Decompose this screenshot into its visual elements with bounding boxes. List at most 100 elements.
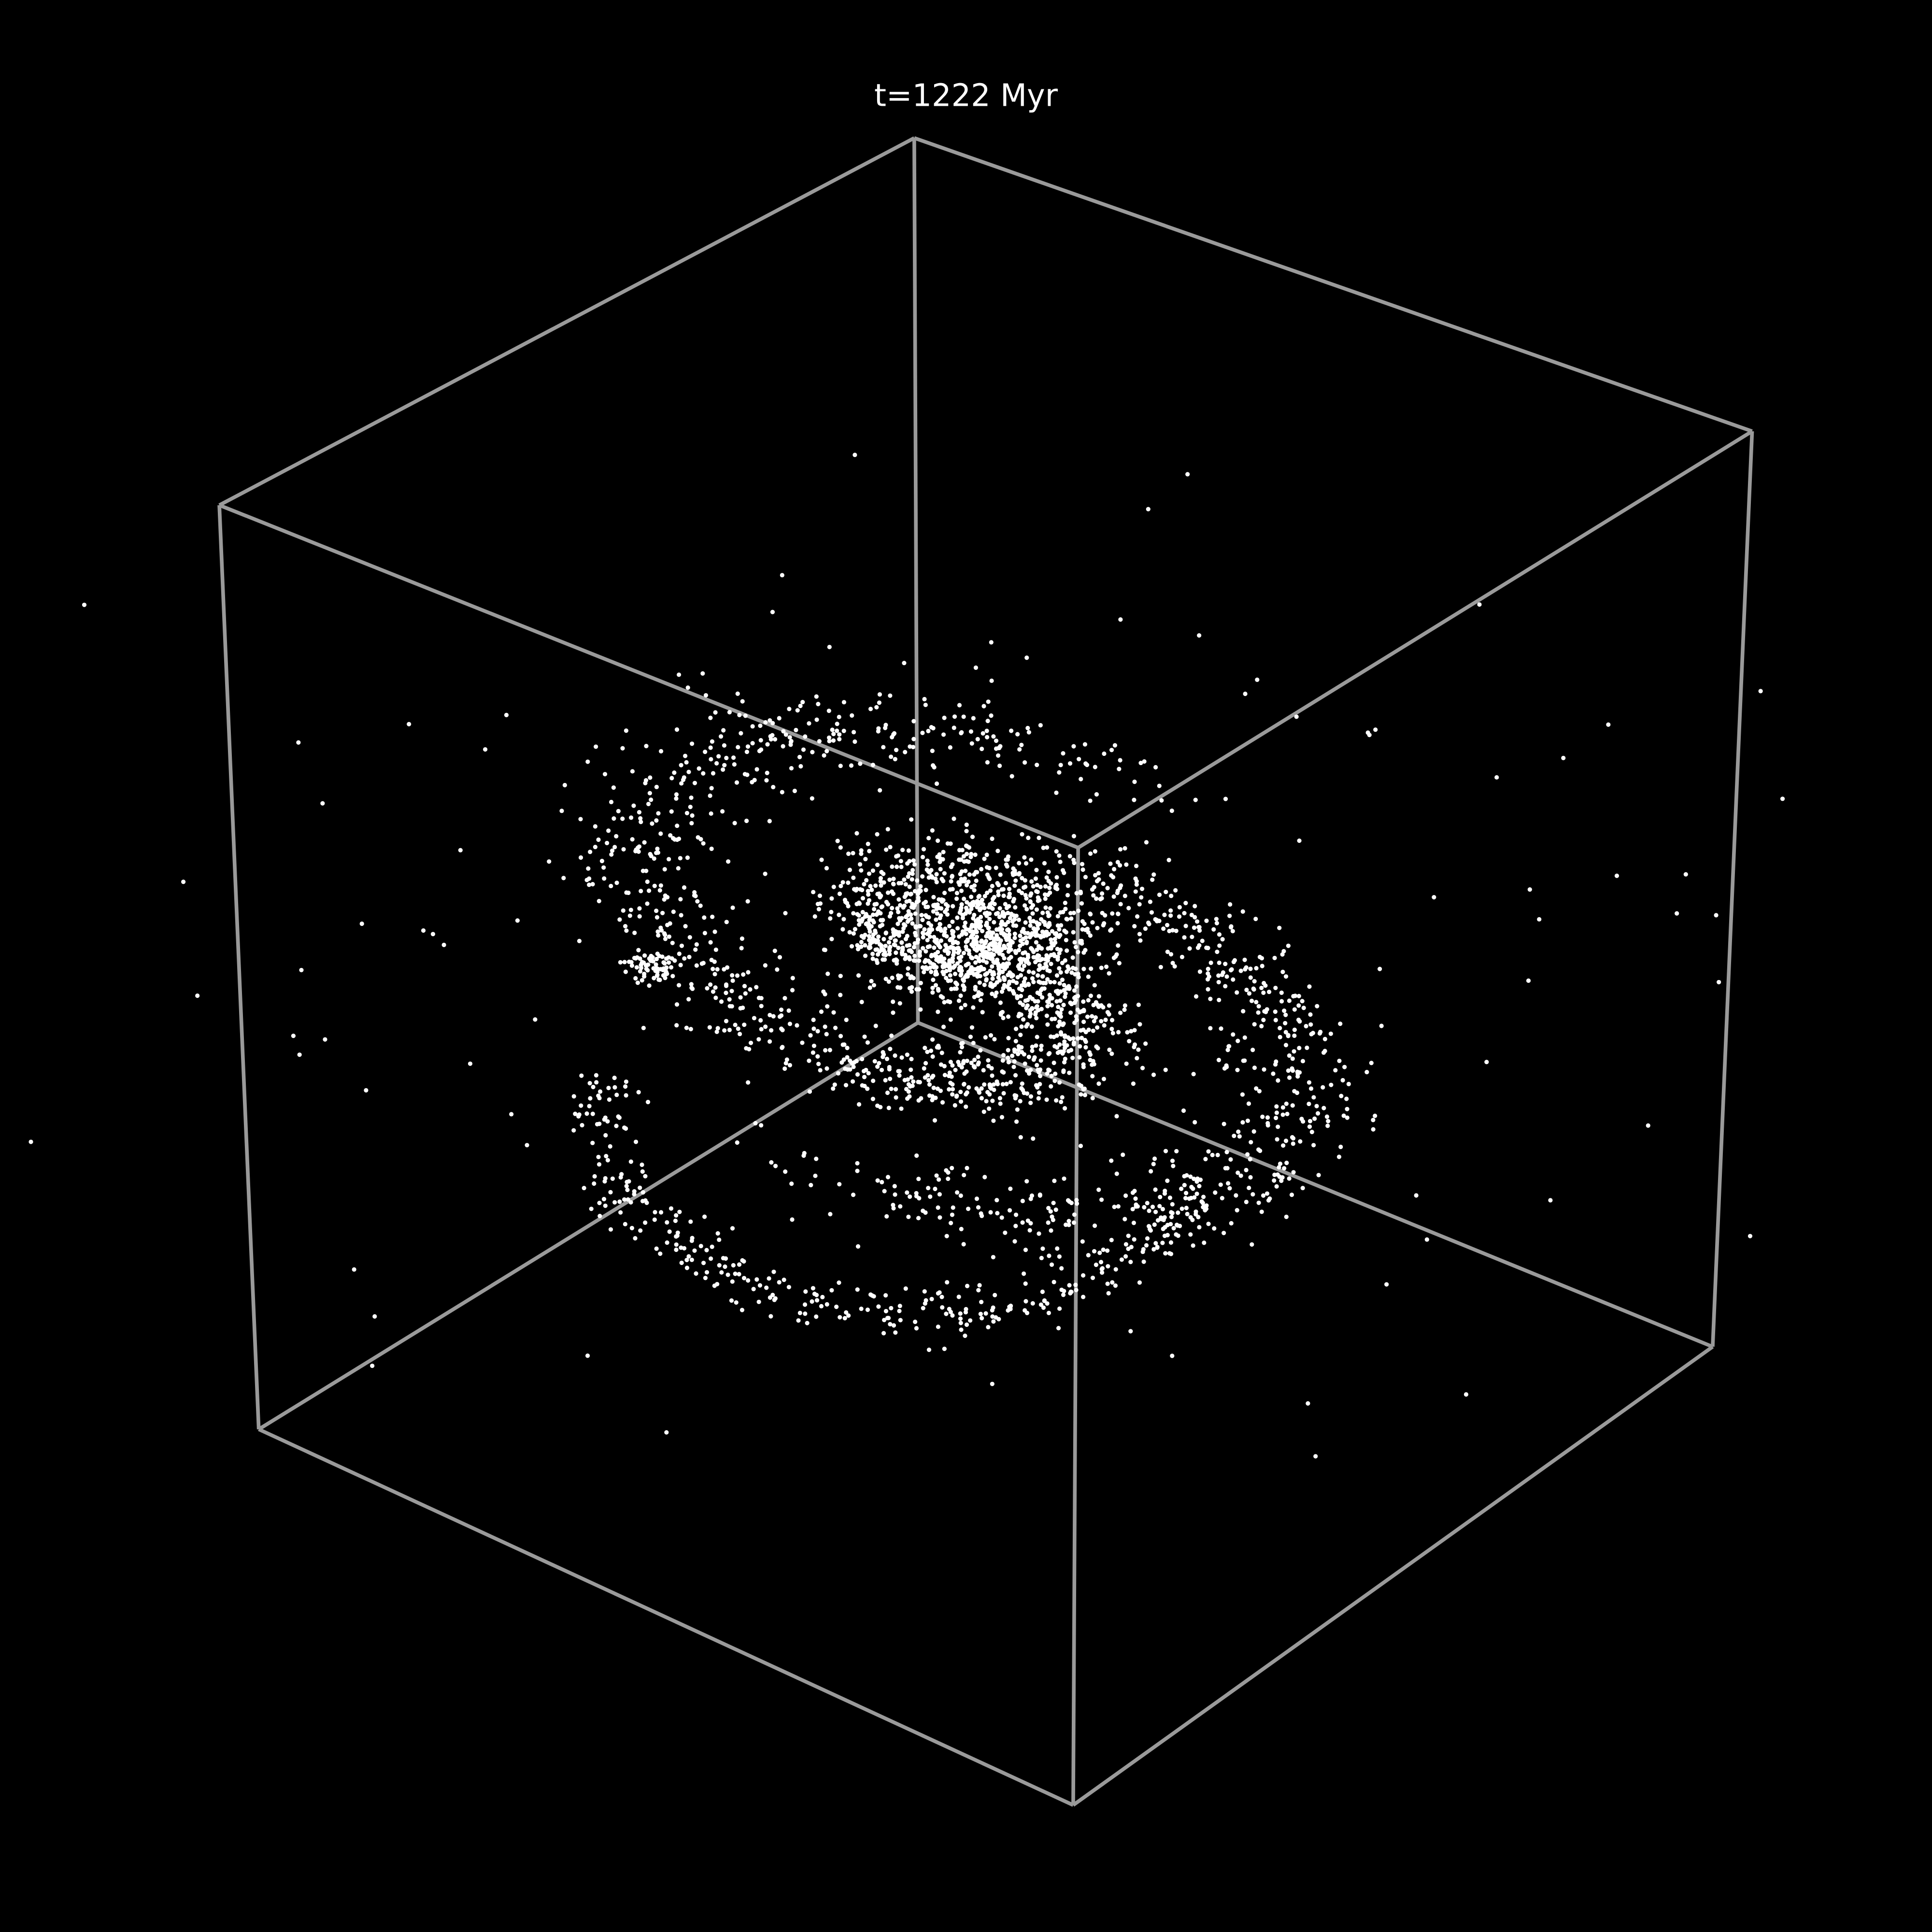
particle bbox=[1010, 919, 1015, 924]
particle bbox=[1045, 1301, 1050, 1306]
particle bbox=[870, 956, 875, 961]
particle bbox=[941, 879, 946, 883]
particle bbox=[999, 887, 1004, 892]
particle bbox=[964, 859, 969, 864]
particle bbox=[968, 729, 974, 734]
particle bbox=[1096, 952, 1102, 956]
particle bbox=[1283, 1030, 1288, 1035]
particle bbox=[676, 866, 681, 871]
particle bbox=[947, 966, 952, 970]
particle bbox=[953, 1067, 958, 1072]
particle bbox=[571, 1128, 576, 1133]
particle bbox=[895, 930, 899, 935]
particle bbox=[1016, 917, 1022, 922]
particle bbox=[1291, 1136, 1296, 1141]
particle bbox=[1101, 1077, 1107, 1081]
particle bbox=[1247, 1185, 1251, 1191]
particle bbox=[1038, 1302, 1043, 1307]
particle bbox=[959, 730, 964, 735]
particle bbox=[983, 938, 989, 944]
particle bbox=[1017, 963, 1022, 968]
particle bbox=[886, 979, 891, 984]
particle bbox=[939, 906, 944, 911]
particle bbox=[881, 952, 886, 957]
particle bbox=[963, 920, 968, 925]
particle bbox=[940, 969, 945, 974]
particle bbox=[1026, 836, 1031, 840]
particle bbox=[722, 1028, 727, 1033]
particle bbox=[1088, 994, 1094, 998]
particle bbox=[1074, 891, 1079, 895]
particle bbox=[1295, 1069, 1300, 1074]
particle bbox=[1122, 1003, 1127, 1008]
particle bbox=[881, 880, 886, 885]
particle bbox=[1191, 1072, 1196, 1077]
particle bbox=[1089, 966, 1094, 971]
particle bbox=[934, 917, 938, 922]
particle bbox=[1017, 957, 1022, 962]
particle bbox=[1024, 896, 1029, 901]
particle bbox=[1082, 1093, 1088, 1097]
particle bbox=[1035, 763, 1039, 767]
particle bbox=[1259, 1023, 1264, 1029]
particle bbox=[654, 1246, 659, 1251]
particle bbox=[994, 866, 998, 870]
particle bbox=[922, 1066, 926, 1071]
particle bbox=[988, 1033, 994, 1038]
particle bbox=[942, 1347, 947, 1351]
particle bbox=[638, 1228, 643, 1233]
particle bbox=[937, 897, 941, 902]
particle bbox=[856, 1102, 862, 1107]
particle bbox=[1262, 1009, 1267, 1014]
particle bbox=[1071, 910, 1076, 915]
particle bbox=[994, 990, 999, 995]
particle bbox=[678, 963, 683, 967]
particle bbox=[1023, 1061, 1027, 1066]
particle bbox=[1073, 972, 1078, 977]
particle bbox=[748, 987, 753, 992]
particle bbox=[610, 848, 615, 853]
particle bbox=[1236, 1129, 1241, 1134]
particle bbox=[990, 972, 995, 977]
particle bbox=[930, 990, 935, 995]
particle bbox=[899, 940, 904, 945]
particle bbox=[1130, 1207, 1135, 1211]
particle bbox=[1014, 1119, 1019, 1124]
particle bbox=[881, 1331, 886, 1335]
particle bbox=[1206, 1222, 1211, 1226]
particle bbox=[1046, 869, 1051, 874]
particle bbox=[914, 1193, 919, 1199]
particle bbox=[640, 1169, 645, 1174]
particle bbox=[1248, 966, 1253, 971]
particle bbox=[1379, 1023, 1384, 1028]
particle bbox=[1053, 940, 1058, 945]
particle bbox=[654, 818, 659, 823]
particle bbox=[946, 979, 951, 983]
particle bbox=[1283, 1012, 1288, 1017]
particle bbox=[673, 1218, 678, 1223]
particle bbox=[1321, 1050, 1326, 1055]
particle bbox=[971, 932, 976, 937]
particle bbox=[931, 726, 936, 731]
particle bbox=[1054, 849, 1059, 854]
particle bbox=[930, 1094, 935, 1099]
particle bbox=[934, 781, 939, 786]
particle bbox=[921, 847, 926, 852]
particle bbox=[1062, 1060, 1067, 1065]
particle bbox=[1223, 962, 1228, 966]
particle bbox=[1414, 1193, 1419, 1198]
particle bbox=[1257, 954, 1263, 959]
particle bbox=[877, 692, 882, 697]
particle bbox=[923, 959, 927, 964]
particle bbox=[938, 913, 943, 918]
particle bbox=[987, 917, 992, 922]
particle bbox=[683, 924, 688, 929]
particle bbox=[1281, 1143, 1286, 1148]
particle bbox=[925, 858, 930, 863]
particle bbox=[1326, 1119, 1331, 1123]
particle bbox=[1078, 1143, 1083, 1149]
particle bbox=[1112, 867, 1117, 872]
particle bbox=[661, 973, 666, 978]
particle bbox=[1002, 966, 1007, 970]
particle bbox=[783, 910, 788, 916]
